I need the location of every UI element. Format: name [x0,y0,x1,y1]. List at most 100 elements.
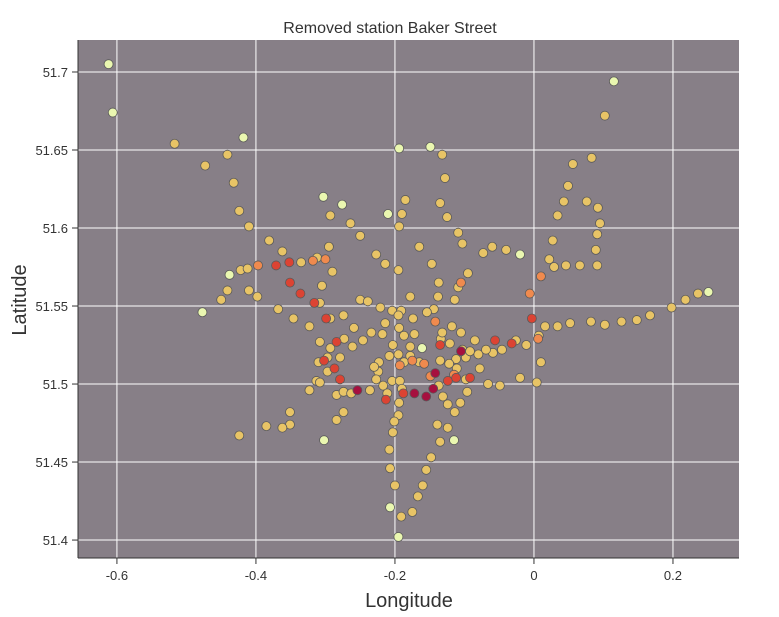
point [381,394,391,405]
point [451,372,462,383]
point [442,422,453,433]
point [242,263,253,274]
point [385,502,395,513]
point [216,294,227,305]
point [244,221,254,232]
point [462,386,473,397]
point [432,419,443,430]
point [396,209,407,219]
y-axis-label: Latitude [9,264,31,335]
point [393,265,404,276]
point [501,244,512,255]
point [398,388,409,399]
point [421,464,432,475]
point [428,383,439,394]
point [319,435,329,446]
point [371,249,382,260]
point [394,322,405,333]
point [314,377,325,388]
point [456,277,466,288]
point [331,415,342,425]
point [536,271,546,282]
y-tick-label: 51.4 [43,533,68,548]
point [465,346,475,357]
point [631,315,642,325]
point [435,198,446,208]
point [451,354,462,364]
point [536,357,546,368]
point [586,152,597,163]
point [524,288,535,299]
point [264,235,275,246]
point [680,294,691,305]
point [435,436,446,447]
point [394,397,405,408]
point [400,195,411,205]
point [449,435,459,446]
y-tick-label: 51.65 [35,143,68,158]
point [409,388,420,399]
point [531,377,542,388]
point [394,360,405,371]
point [435,355,446,366]
point [457,238,468,249]
point [456,327,466,338]
point [515,249,525,260]
point [586,316,596,327]
point [422,307,432,318]
point [444,338,455,349]
point [440,173,450,183]
point [325,343,336,354]
point [438,391,448,402]
point [371,374,382,385]
point [599,319,610,330]
point [277,246,288,257]
point [222,149,233,160]
point [608,76,619,87]
point [393,310,404,321]
point [595,218,605,229]
point [304,321,315,332]
point [345,218,356,229]
point [581,196,592,207]
point [408,313,418,324]
point [481,344,491,355]
point [474,363,485,374]
point [366,327,377,338]
point [426,258,437,269]
point [337,199,348,210]
point [387,340,398,350]
point [321,313,332,324]
point [473,349,484,360]
point [645,310,655,321]
point [169,138,180,149]
point [383,209,393,219]
point [437,149,448,160]
y-tick-label: 51.6 [43,221,68,236]
point [442,212,452,222]
point [442,376,453,386]
point [389,416,400,427]
point [453,227,464,238]
point [314,337,325,347]
point [296,257,307,268]
point [288,313,299,324]
x-tick-label: 0 [530,568,537,583]
point [317,280,327,291]
point [375,302,386,313]
point [331,337,342,347]
point [407,355,418,366]
point [384,351,395,361]
point [352,385,363,396]
point [308,255,318,266]
point [425,141,436,152]
point [487,241,498,252]
point [469,335,480,346]
point [430,368,441,379]
point [533,333,544,344]
point [377,329,388,340]
point [409,329,420,340]
point [456,346,466,357]
point [347,341,358,352]
point [335,374,345,385]
